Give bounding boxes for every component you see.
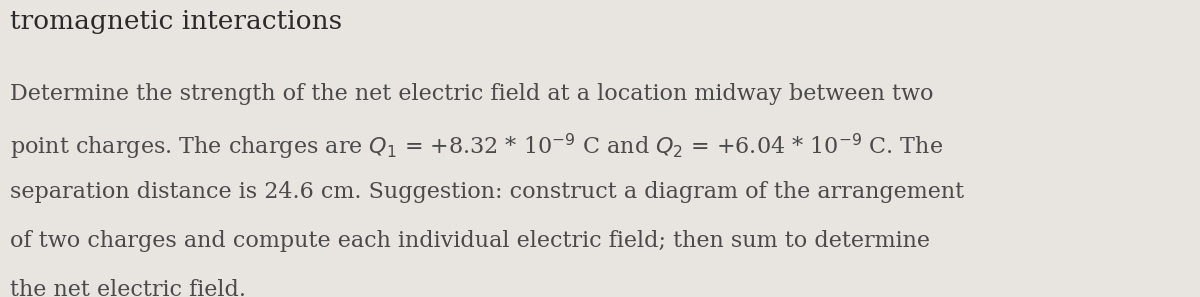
Text: of two charges and compute each individual electric field; then sum to determine: of two charges and compute each individu…: [10, 230, 930, 252]
Text: tromagnetic interactions: tromagnetic interactions: [10, 9, 342, 34]
Text: the net electric field.: the net electric field.: [10, 279, 246, 297]
Text: point charges. The charges are $Q_1$ = +8.32 * 10$^{-9}$ C and $Q_2$ = +6.04 * 1: point charges. The charges are $Q_1$ = +…: [10, 132, 943, 162]
Text: Determine the strength of the net electric field at a location midway between tw: Determine the strength of the net electr…: [10, 83, 934, 105]
Text: separation distance is 24.6 cm. Suggestion: construct a diagram of the arrangeme: separation distance is 24.6 cm. Suggesti…: [10, 181, 964, 203]
